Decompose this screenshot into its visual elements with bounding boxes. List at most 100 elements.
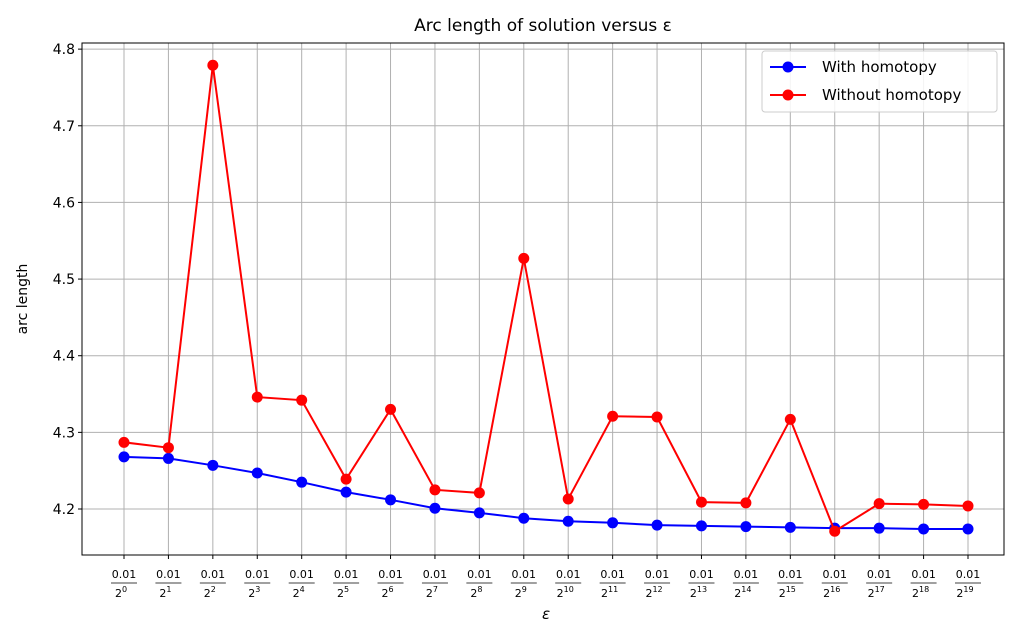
x-tick-numerator: 0.01 — [245, 568, 270, 581]
x-tick-base: 2 — [293, 587, 300, 600]
x-tick-numerator: 0.01 — [867, 568, 892, 581]
data-point — [385, 403, 397, 415]
x-tick-denominator: 215 — [779, 585, 796, 600]
data-point — [651, 519, 663, 531]
x-tick-base: 2 — [115, 587, 122, 600]
data-point — [607, 517, 619, 529]
data-point — [740, 521, 752, 533]
data-point — [518, 252, 530, 264]
x-tick-denominator: 29 — [515, 585, 527, 600]
data-point — [651, 411, 663, 423]
x-tick-numerator: 0.01 — [689, 568, 714, 581]
x-tick-base: 2 — [734, 587, 741, 600]
data-point — [296, 476, 308, 488]
data-point — [873, 498, 885, 510]
series-with-homotopy — [118, 451, 974, 535]
x-tick-exponent: 3 — [255, 585, 260, 594]
x-tick-denominator: 27 — [426, 585, 438, 600]
x-tick-base: 2 — [645, 587, 652, 600]
legend: With homotopy Without homotopy — [761, 50, 998, 113]
x-tick-base: 2 — [868, 587, 875, 600]
x-tick-denominator: 216 — [823, 585, 840, 600]
y-tick-label: 4.4 — [53, 349, 75, 365]
data-point — [962, 500, 974, 512]
x-tick-exponent: 15 — [786, 585, 796, 594]
x-tick-exponent: 17 — [875, 585, 885, 594]
legend-marker — [782, 89, 794, 101]
data-point — [918, 523, 930, 535]
chart-title: Arc length of solution versus ε — [414, 16, 672, 36]
data-point — [340, 473, 352, 485]
x-tick-denominator: 21 — [159, 585, 171, 600]
x-tick-exponent: 18 — [919, 585, 929, 594]
data-point — [296, 394, 308, 406]
data-point — [162, 442, 174, 454]
x-tick-exponent: 1 — [166, 585, 171, 594]
x-tick-numerator: 0.01 — [201, 568, 226, 581]
legend-box — [761, 50, 998, 113]
data-point — [118, 451, 130, 463]
data-point — [784, 413, 796, 425]
x-tick-numerator: 0.01 — [600, 568, 625, 581]
data-point — [695, 520, 707, 532]
x-tick-numerator: 0.01 — [734, 568, 759, 581]
data-point — [918, 498, 930, 510]
x-tick-exponent: 7 — [433, 585, 438, 594]
data-point — [607, 410, 619, 422]
x-tick-base: 2 — [515, 587, 522, 600]
x-tick-denominator: 20 — [115, 585, 127, 600]
x-tick-base: 2 — [426, 587, 433, 600]
series-layer — [118, 59, 974, 537]
x-tick-exponent: 12 — [652, 585, 662, 594]
legend-label: Without homotopy — [822, 86, 961, 104]
data-point — [340, 486, 352, 498]
x-tick-exponent: 9 — [522, 585, 527, 594]
x-tick-exponent: 5 — [344, 585, 349, 594]
x-tick-exponent: 0 — [122, 585, 127, 594]
x-tick-denominator: 28 — [470, 585, 482, 600]
x-tick-numerator: 0.01 — [778, 568, 803, 581]
data-point — [207, 459, 219, 471]
x-tick-base: 2 — [337, 587, 344, 600]
data-point — [251, 467, 263, 479]
x-tick-base: 2 — [248, 587, 255, 600]
x-tick-numerator: 0.01 — [156, 568, 181, 581]
x-tick-denominator: 210 — [557, 585, 574, 600]
x-tick-base: 2 — [204, 587, 211, 600]
x-tick-denominator: 212 — [645, 585, 662, 600]
series-without-homotopy — [118, 59, 974, 537]
x-tick-denominator: 25 — [337, 585, 349, 600]
y-tick-label: 4.6 — [53, 195, 75, 211]
legend-marker — [782, 61, 794, 73]
x-axis-label: ε — [542, 605, 550, 623]
x-ticks: 0.01200.01210.01220.01230.01240.01250.01… — [111, 555, 981, 600]
y-tick-label: 4.7 — [53, 119, 75, 135]
x-tick-base: 2 — [601, 587, 608, 600]
x-tick-denominator: 213 — [690, 585, 707, 600]
x-tick-numerator: 0.01 — [911, 568, 936, 581]
x-tick-base: 2 — [159, 587, 166, 600]
y-tick-label: 4.8 — [53, 42, 75, 58]
x-tick-exponent: 11 — [608, 585, 618, 594]
y-tick-label: 4.2 — [53, 502, 75, 518]
x-tick-numerator: 0.01 — [645, 568, 670, 581]
x-tick-numerator: 0.01 — [467, 568, 492, 581]
data-point — [429, 484, 441, 496]
data-point — [518, 512, 530, 524]
data-point — [473, 507, 485, 519]
x-tick-base: 2 — [912, 587, 919, 600]
data-point — [118, 436, 130, 448]
x-tick-denominator: 26 — [381, 585, 393, 600]
data-point — [829, 525, 841, 537]
series-line — [123, 455, 968, 530]
x-tick-numerator: 0.01 — [334, 568, 359, 581]
x-tick-exponent: 10 — [564, 585, 574, 594]
y-axis-label: arc length — [15, 264, 31, 335]
plot-frame — [81, 42, 1005, 556]
x-tick-denominator: 214 — [734, 585, 751, 600]
y-tick-label: 4.3 — [53, 425, 75, 441]
x-tick-numerator: 0.01 — [556, 568, 581, 581]
x-tick-exponent: 2 — [211, 585, 216, 594]
x-tick-denominator: 23 — [248, 585, 260, 600]
x-tick-exponent: 4 — [300, 585, 305, 594]
